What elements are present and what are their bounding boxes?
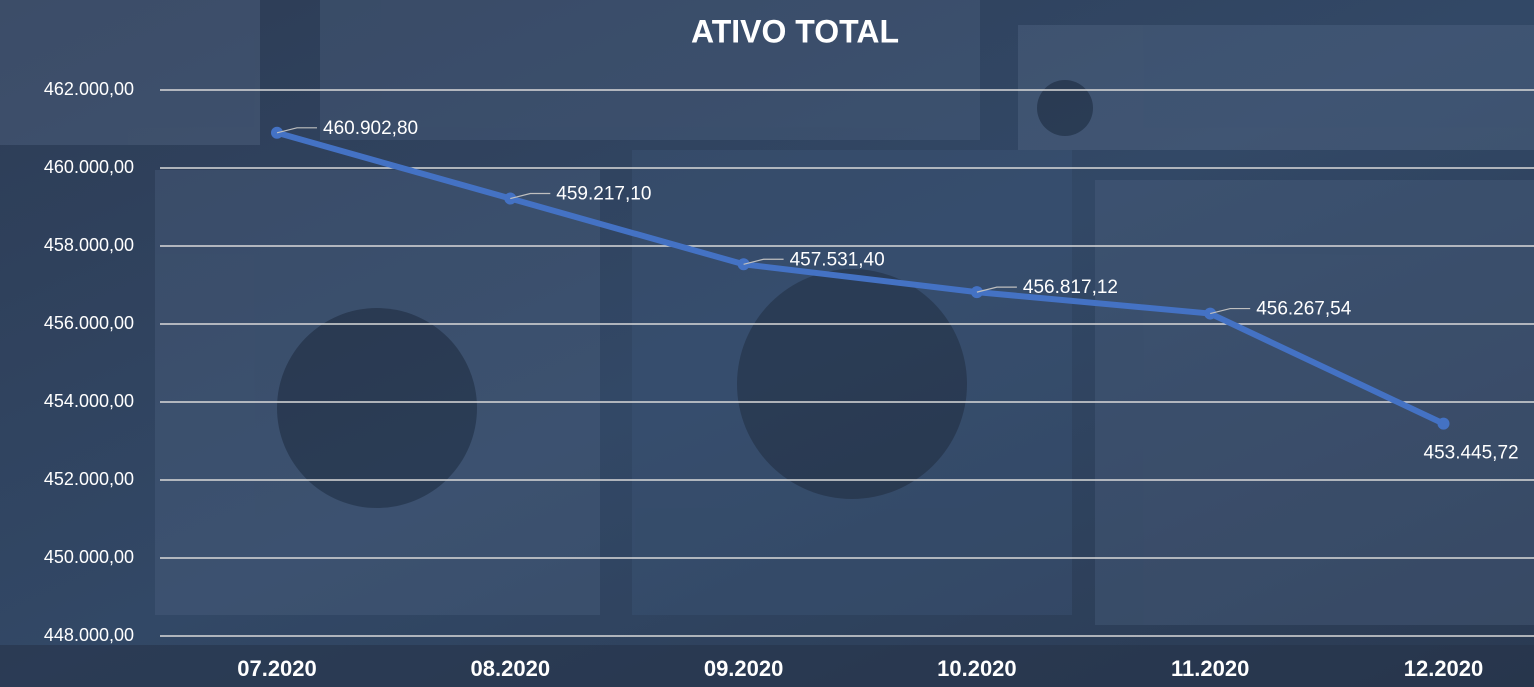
- data-label: 453.445,72: [1424, 443, 1519, 464]
- leader-line: [510, 192, 551, 200]
- x-tick-label: 12.2020: [1404, 656, 1484, 681]
- y-tick-label: 460.000,00: [44, 157, 134, 177]
- x-tick-label: 10.2020: [937, 656, 1017, 681]
- point: [1437, 417, 1450, 430]
- x-tick-label: 08.2020: [471, 656, 551, 681]
- y-tick-label: 458.000,00: [44, 235, 134, 255]
- chart-title: ATIVO TOTAL: [691, 13, 899, 49]
- leader-line: [1210, 307, 1251, 315]
- y-tick-label: 452.000,00: [44, 469, 134, 489]
- x-tick-label: 07.2020: [237, 656, 317, 681]
- data-label: 457.531,40: [790, 249, 885, 270]
- data-label: 459.217,10: [556, 184, 651, 205]
- y-tick-label: 462.000,00: [44, 79, 134, 99]
- y-tick-label: 448.000,00: [44, 625, 134, 645]
- x-tick-label: 09.2020: [704, 656, 784, 681]
- leader-line: [976, 286, 1017, 293]
- y-tick-label: 454.000,00: [44, 391, 134, 411]
- x-tick-label: 11.2020: [1171, 656, 1249, 681]
- line: [276, 129, 1445, 427]
- leader-line: [743, 258, 784, 265]
- y-tick-label: 450.000,00: [44, 547, 134, 567]
- y-tick-label: 456.000,00: [44, 313, 134, 333]
- data-label: 456.267,54: [1256, 299, 1352, 320]
- leader-line: [276, 127, 317, 134]
- data-label: 456.817,12: [1023, 277, 1118, 298]
- data-label: 460.902,80: [323, 118, 418, 139]
- axis-band: [0, 645, 1534, 687]
